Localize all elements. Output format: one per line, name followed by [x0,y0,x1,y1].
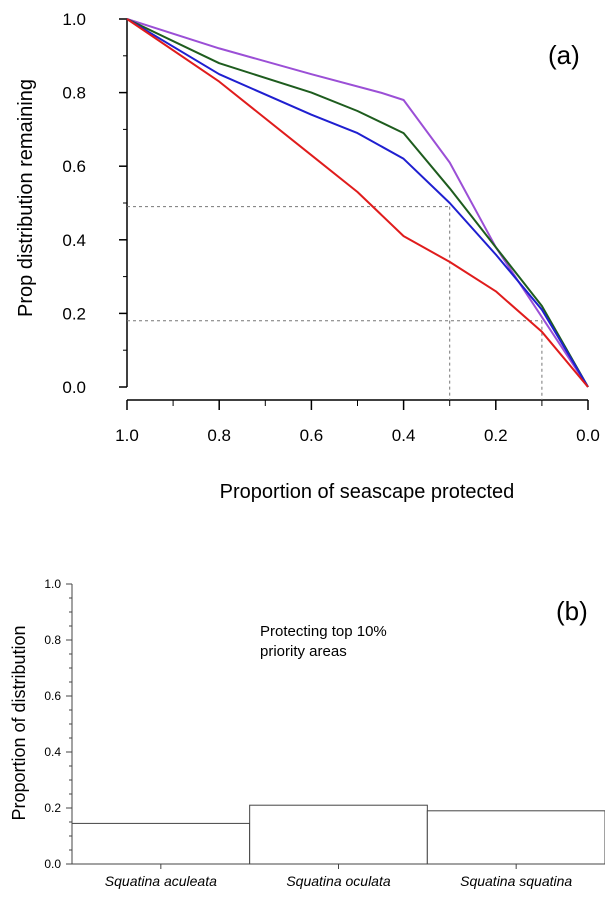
panel-a-y-tick-label: 0.4 [62,231,86,250]
panel-b-bar-chart: 0.00.20.40.60.81.0 Squatina aculeata Squa… [9,577,605,889]
panel-a-x-tick-label: 0.0 [576,426,600,445]
panel-b-y-tick-label: 0.8 [44,633,61,647]
panel-a-series-line-3 [126,18,589,388]
panel-a-y-tick-label: 0.6 [62,157,86,176]
panel-b-annotation-line-1: Protecting top 10% [260,623,387,640]
panel-a-y-axis: 0.0 0.2 0.4 0.6 0.8 1.0 [62,10,128,397]
panel-b-category-label: Squatina aculeata [105,873,217,889]
panel-b-label: (b) [556,596,588,626]
panel-a-x-tick-label: 1.0 [115,426,139,445]
panel-a-y-tick-label: 0.0 [62,378,86,397]
panel-a-x-tick-label: 0.6 [300,426,324,445]
panel-b-bar [426,810,605,865]
panel-b-y-tick-label: 0.6 [44,689,61,703]
panel-b-y-tick-label: 1.0 [44,577,61,591]
panel-b-y-tick-label: 0.0 [44,857,61,871]
panel-a-y-tick-label: 0.2 [62,304,86,323]
panel-a-line-chart: 0.0 0.2 0.4 0.6 0.8 1.0 1.0 0.8 0.6 0.4 0.2 0.0 (a… [15,10,600,503]
panel-b-category-labels: Squatina aculeata Squatina oculata Squatin… [105,864,572,889]
panel-a-label: (a) [548,40,580,70]
panel-a-y-axis-label: Prop distribution remaining [15,79,37,317]
panel-a-series-line-2 [126,18,589,388]
panel-a-reference-lines [127,206,543,400]
panel-b-annotation-line-2: priority areas [260,643,347,660]
panel-a-series [126,18,589,388]
panel-a-series-line-1 [126,18,589,388]
panel-b-bar [71,822,251,865]
panel-b-bars [71,804,605,865]
panel-a-y-tick-label: 1.0 [62,10,86,29]
panel-a-x-tick-label: 0.4 [392,426,416,445]
panel-a-x-axis-label: Proportion of seascape protected [220,481,515,503]
panel-a-series-line-4 [126,18,589,388]
panel-b-y-tick-label: 0.4 [44,745,61,759]
panel-a-x-axis: 1.0 0.8 0.6 0.4 0.2 0.0 [115,399,600,445]
panel-b-bar [249,804,428,865]
panel-b-category-label: Squatina squatina [460,873,572,889]
panel-a-x-tick-label: 0.8 [207,426,231,445]
panel-b-y-tick-label: 0.2 [44,801,61,815]
panel-a-x-tick-label: 0.2 [484,426,508,445]
panel-b-y-axis-label: Proportion of distribution [9,625,29,820]
panel-a-y-tick-label: 0.8 [62,84,86,103]
panel-b-category-label: Squatina oculata [286,873,391,889]
